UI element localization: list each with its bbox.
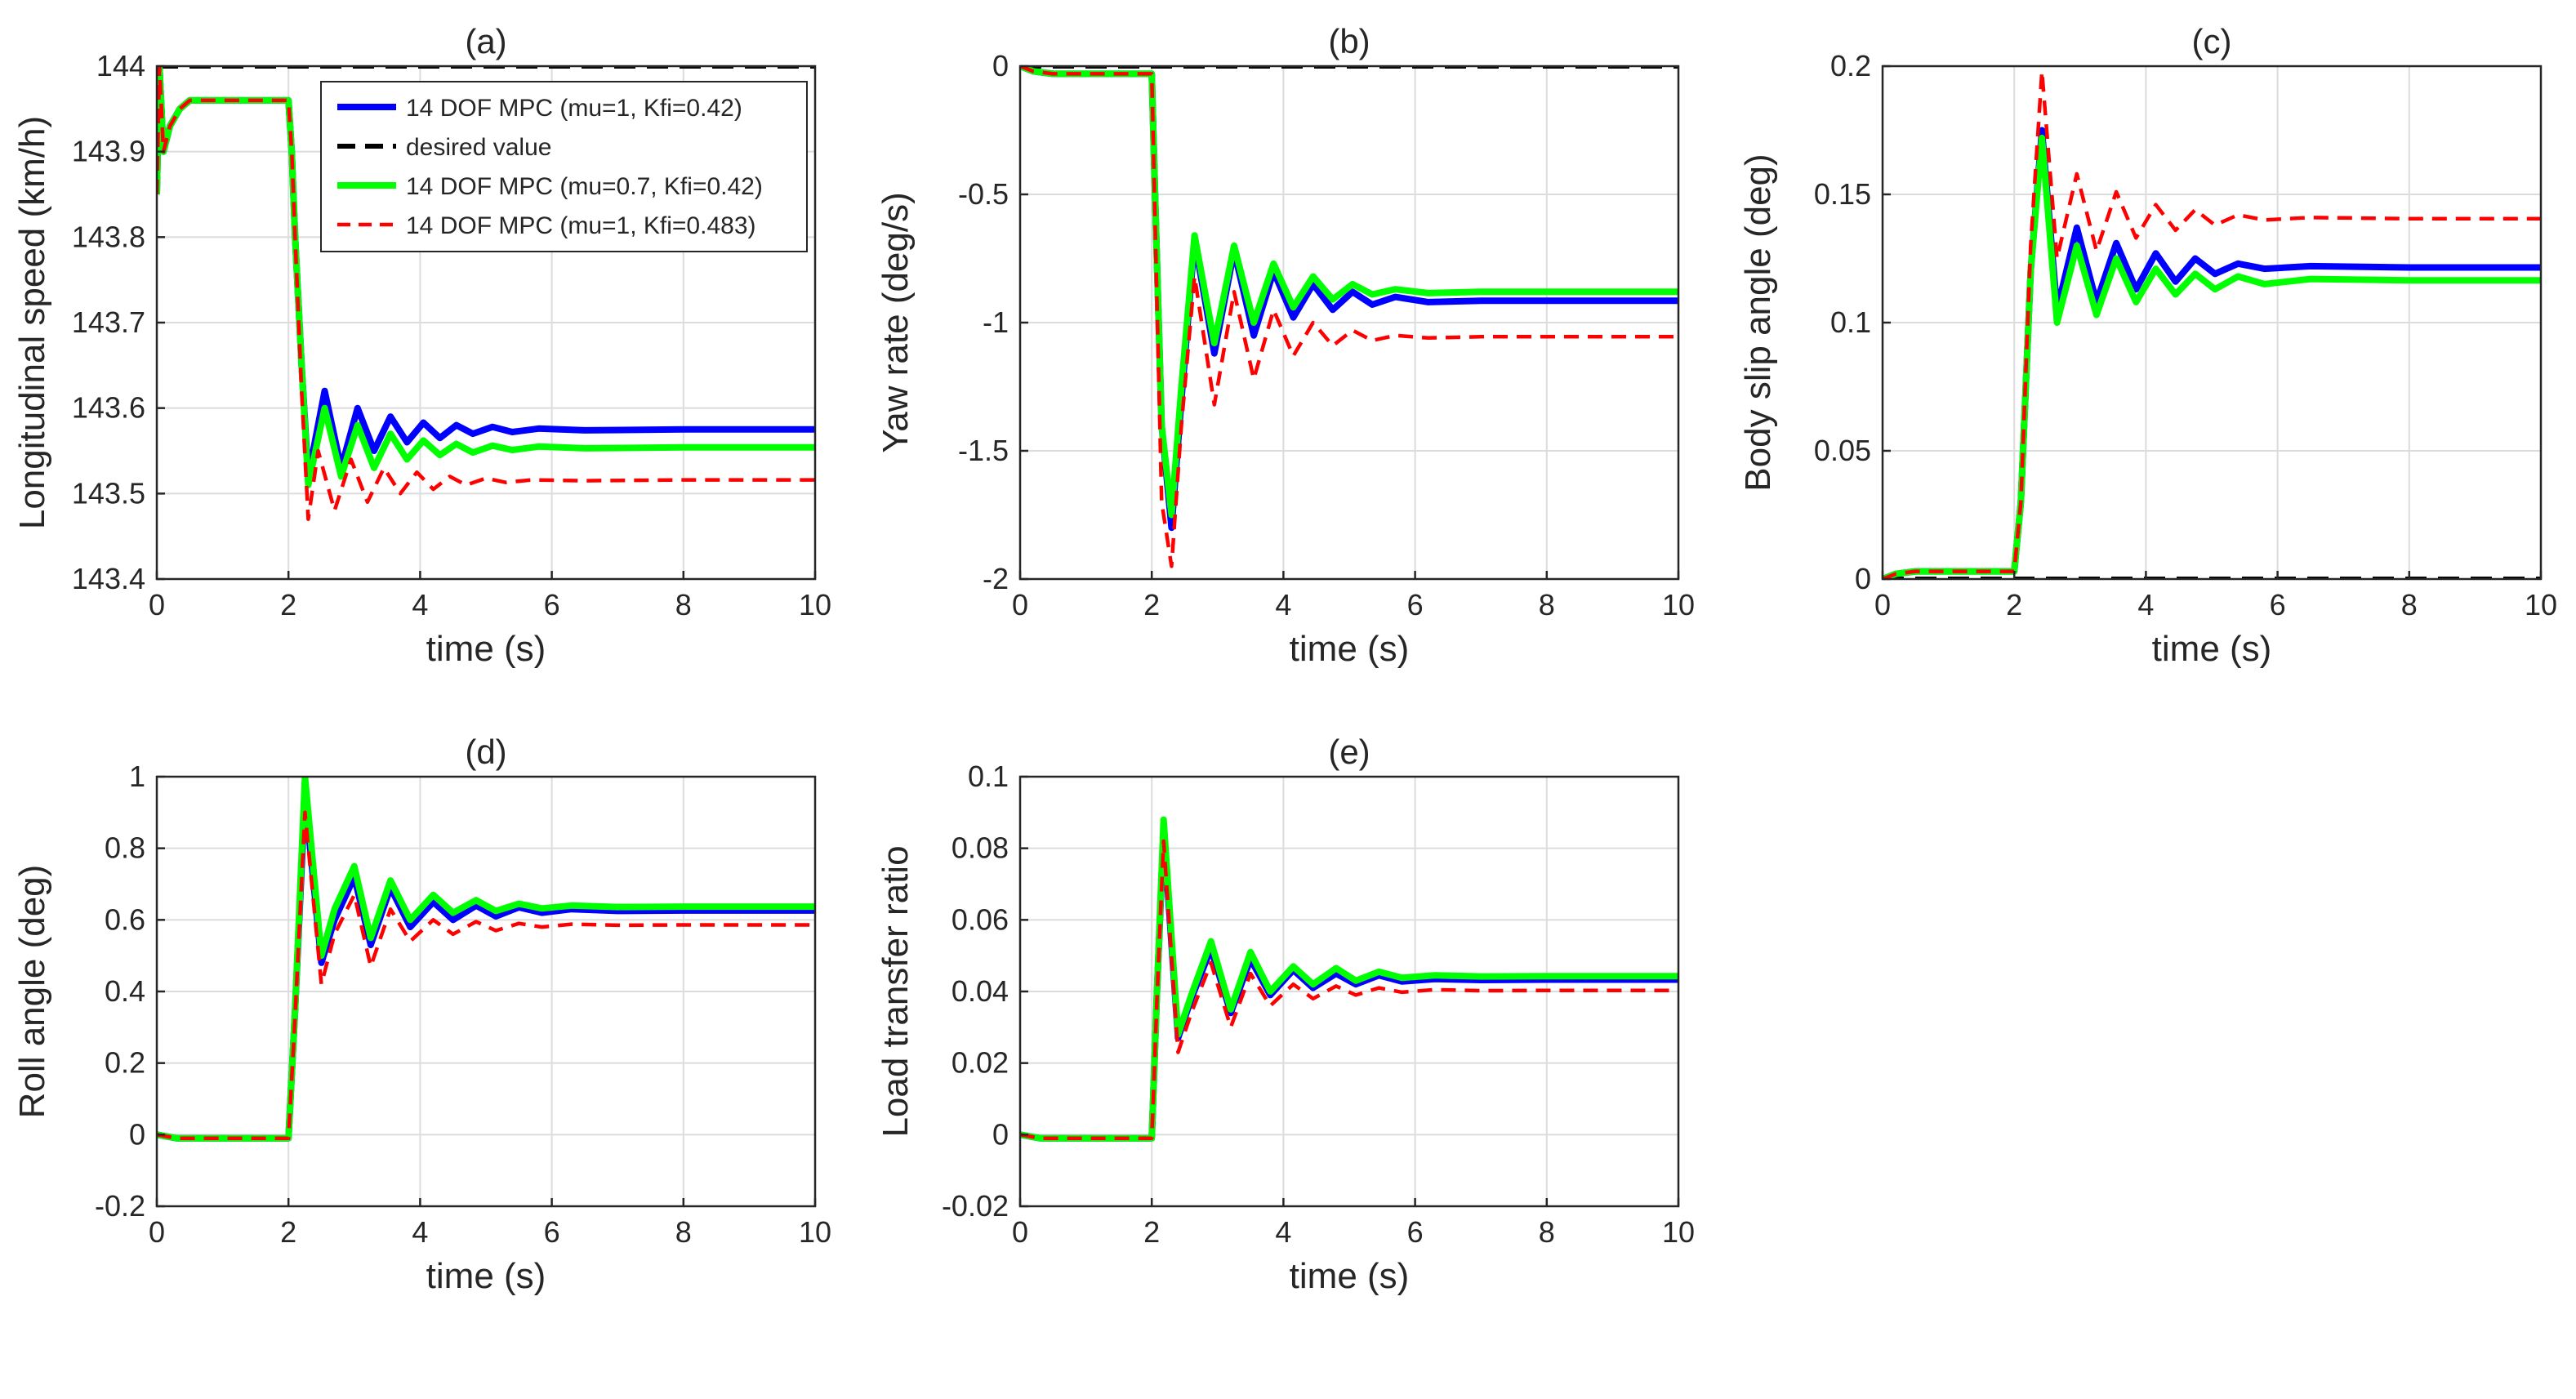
x-axis-label: time (s) — [1290, 1256, 1410, 1296]
series-line-3 — [1020, 66, 1678, 568]
x-tick-label: 0 — [149, 588, 165, 622]
y-tick-label: 0.15 — [1814, 177, 1871, 211]
x-tick-label: 10 — [1662, 1215, 1695, 1249]
panel-c: 0 2 4 6 8 10 0 0.05 0.1 0.15 0.2 (c) time (s) Body sl… — [1738, 22, 2557, 669]
x-tick-label: 2 — [1143, 1215, 1160, 1249]
y-axis-label: Roll angle (deg) — [12, 865, 52, 1119]
y-tick-label: 0 — [992, 1117, 1009, 1151]
y-tick-label: -0.2 — [95, 1189, 145, 1223]
y-axis-label: Body slip angle (deg) — [1738, 154, 1778, 491]
y-tick-label: 143.5 — [72, 476, 145, 510]
x-tick-label: 2 — [1143, 588, 1160, 622]
y-tick-label: 0.08 — [952, 831, 1009, 865]
y-tick-label: 0.06 — [952, 902, 1009, 936]
y-tick-label: 143.6 — [72, 391, 145, 425]
y-tick-label: 143.8 — [72, 220, 145, 253]
y-tick-label: 0 — [1855, 562, 1871, 595]
series-line-2 — [1020, 839, 1678, 1140]
y-tick-label: 144 — [96, 49, 145, 82]
series-group — [157, 66, 815, 521]
x-tick-label: 0 — [149, 1215, 165, 1249]
x-tick-label: 4 — [2137, 588, 2154, 622]
y-axis-label: Yaw rate (deg/s) — [876, 192, 916, 453]
x-tick-label: 10 — [1662, 588, 1695, 622]
panel-title: (c) — [2192, 22, 2232, 60]
y-tick-label: 0 — [992, 49, 1009, 82]
x-tick-label: 6 — [544, 1215, 560, 1249]
panel-title: (e) — [1328, 733, 1370, 771]
series-line-3 — [1883, 69, 2541, 579]
panel-title: (b) — [1328, 22, 1370, 60]
y-tick-label: -2 — [983, 562, 1009, 595]
x-tick-label: 10 — [799, 1215, 831, 1249]
legend: 14 DOF MPC (mu=1, Kfi=0.42) desired value… — [320, 81, 808, 252]
x-axis-label: time (s) — [426, 629, 546, 669]
panel-d: 0 2 4 6 8 10-0.200.20.40.60.81(d)time (s)Roll… — [12, 733, 831, 1296]
y-tick-label: -0.02 — [942, 1189, 1009, 1223]
panel-e: 0 2 4 6 8 10-0.0200.020.040.060.080.1(e)time … — [876, 733, 1695, 1296]
y-axis-label: Load transfer ratio — [876, 845, 916, 1137]
x-axis-label: time (s) — [426, 1256, 546, 1296]
x-tick-label: 8 — [675, 1215, 692, 1249]
legend-label-1: desired value — [406, 134, 551, 161]
x-tick-label: 0 — [1012, 1215, 1028, 1249]
x-tick-label: 6 — [544, 588, 560, 622]
x-tick-label: 4 — [412, 588, 428, 622]
y-tick-label: 0 — [129, 1117, 145, 1151]
legend-label-0: 14 DOF MPC (mu=1, Kfi=0.42) — [406, 95, 742, 122]
series-line-1 — [1020, 816, 1678, 1142]
y-tick-label: 0.04 — [952, 974, 1009, 1008]
x-tick-label: 6 — [2270, 588, 2286, 622]
series-group — [1883, 69, 2541, 579]
x-axis-label: time (s) — [2152, 629, 2272, 669]
legend-label-3: 14 DOF MPC (mu=1, Kfi=0.483) — [406, 212, 756, 239]
y-tick-label: 1 — [129, 760, 145, 793]
y-tick-label: 0.4 — [105, 974, 145, 1008]
y-tick-label: 0.8 — [105, 831, 145, 865]
series-group — [1020, 66, 1678, 568]
series-group — [1020, 816, 1678, 1142]
x-tick-label: 0 — [1012, 588, 1028, 622]
series-line-3 — [157, 66, 815, 521]
y-tick-label: 0.1 — [1830, 305, 1871, 339]
y-tick-label: 143.9 — [72, 135, 145, 168]
y-tick-label: -1 — [983, 305, 1009, 339]
y-tick-label: -1.5 — [958, 434, 1009, 467]
x-tick-label: 6 — [1407, 1215, 1424, 1249]
legend-label-2: 14 DOF MPC (mu=0.7, Kfi=0.42) — [406, 173, 763, 200]
y-tick-label: 0.1 — [968, 760, 1009, 793]
series-group — [157, 777, 815, 1142]
y-tick-label: 143.4 — [72, 562, 145, 595]
x-tick-label: 2 — [280, 1215, 296, 1249]
x-tick-label: 0 — [1874, 588, 1891, 622]
x-tick-label: 6 — [1407, 588, 1424, 622]
x-tick-label: 2 — [280, 588, 296, 622]
y-tick-label: -0.5 — [958, 177, 1009, 211]
x-tick-label: 4 — [1275, 1215, 1291, 1249]
y-tick-label: 0.6 — [105, 902, 145, 936]
y-tick-label: 0.2 — [1830, 49, 1871, 82]
x-tick-label: 8 — [675, 588, 692, 622]
y-axis-label: Longitudinal speed (km/h) — [12, 116, 52, 529]
x-tick-label: 8 — [1539, 1215, 1555, 1249]
panel-b: 0 2 4 6 8 10 -2 -1.5 -1 -0.5 0 (b) time (s) Yaw rate … — [876, 22, 1695, 669]
panel-title: (d) — [465, 733, 506, 771]
x-tick-label: 8 — [1539, 588, 1555, 622]
y-tick-label: 0.2 — [105, 1046, 145, 1080]
x-tick-label: 4 — [412, 1215, 428, 1249]
y-tick-label: 0.05 — [1814, 434, 1871, 467]
x-tick-label: 8 — [2401, 588, 2418, 622]
y-tick-label: 0.02 — [952, 1046, 1009, 1080]
x-axis-label: time (s) — [1290, 629, 1410, 669]
x-tick-label: 4 — [1275, 588, 1291, 622]
series-line-2 — [157, 810, 815, 1140]
x-tick-label: 10 — [2525, 588, 2557, 622]
panel-title: (a) — [465, 22, 506, 60]
x-tick-label: 10 — [799, 588, 831, 622]
legend-box — [320, 81, 808, 252]
x-tick-label: 2 — [2006, 588, 2022, 622]
y-tick-label: 143.7 — [72, 305, 145, 339]
